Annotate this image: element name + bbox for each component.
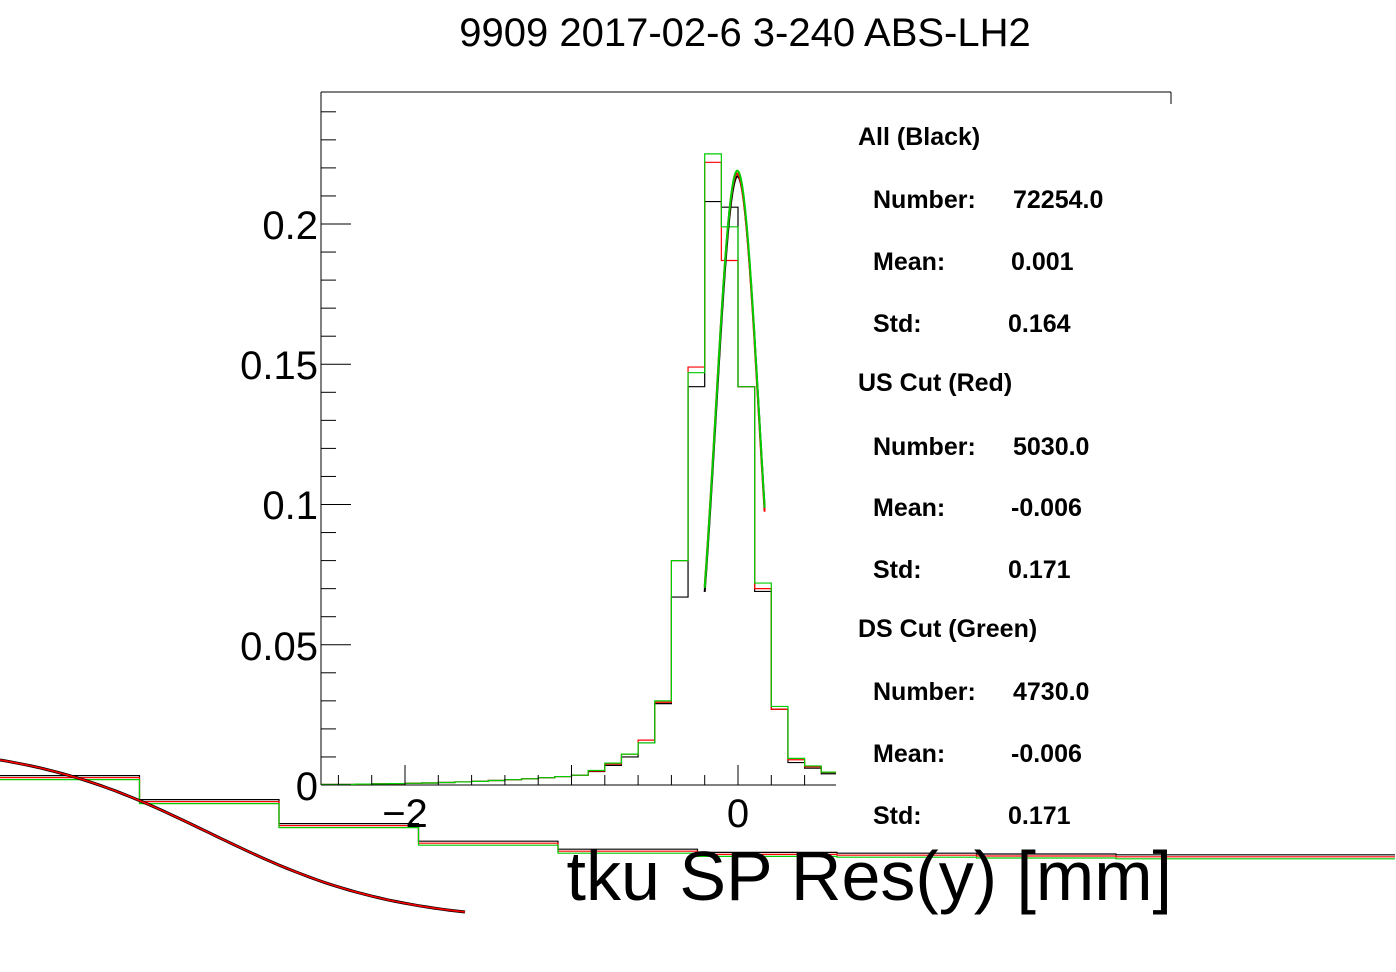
stats-us-mean-label: Mean: xyxy=(873,494,945,522)
histogram-layer xyxy=(321,153,836,786)
stats-all-number-label: Number: xyxy=(873,186,976,214)
stats-ds-mean-value: -0.006 xyxy=(1011,740,1082,768)
stats-us-header: US Cut (Red) xyxy=(858,369,1012,397)
y-tick-label-0: 0 xyxy=(296,765,318,809)
stats-all-mean-label: Mean: xyxy=(873,248,945,276)
stats-all-std-label: Std: xyxy=(873,310,922,338)
x-tick-label-minus-2: −2 xyxy=(382,792,428,836)
histogram-all xyxy=(321,200,836,786)
y-tick-label-0.1: 0.1 xyxy=(262,484,318,528)
stats-us-std-value: 0.171 xyxy=(1008,556,1071,584)
stats-ds-number-label: Number: xyxy=(873,678,976,706)
stats-all-header: All (Black) xyxy=(858,123,980,151)
y-tick-label-0.15: 0.15 xyxy=(240,344,318,388)
y-tick-label-0.2: 0.2 xyxy=(262,204,318,248)
stats-ds-mean-label: Mean: xyxy=(873,740,945,768)
stats-ds-std-label: Std: xyxy=(873,802,922,830)
stats-us-std-label: Std: xyxy=(873,556,922,584)
axis-ticks xyxy=(321,111,806,786)
histogram-us-cut xyxy=(321,161,836,786)
ghost-histogram-step xyxy=(0,777,1395,858)
y-tick-label-0.05: 0.05 xyxy=(240,625,318,669)
ghost-fit-curve xyxy=(0,758,466,914)
fit-curve-us-cut xyxy=(703,172,766,587)
ghost-histogram-step xyxy=(0,779,1395,860)
histogram-ds-cut xyxy=(321,153,836,786)
stats-all-std-value: 0.164 xyxy=(1008,310,1071,338)
stats-us-mean-value: -0.006 xyxy=(1011,494,1082,522)
stats-box: All (Black) Number: 72254.0 Mean: 0.001 … xyxy=(858,123,1103,830)
ghost-histogram-step xyxy=(0,775,1395,856)
x-tick-label-0: 0 xyxy=(727,792,749,836)
plot-frame xyxy=(320,91,1172,786)
stats-ds-header: DS Cut (Green) xyxy=(858,615,1037,643)
ghost-fit-curve xyxy=(0,759,466,913)
stats-us-number-label: Number: xyxy=(873,433,976,461)
stats-ds-number-value: 4730.0 xyxy=(1013,678,1089,706)
ghost-overlay-layer xyxy=(0,758,1395,914)
stats-us-number-value: 5030.0 xyxy=(1013,433,1089,461)
fit-curve-layer xyxy=(703,169,766,592)
stats-all-number-value: 72254.0 xyxy=(1013,186,1103,214)
x-axis-label: tku SP Res(y) [mm] xyxy=(567,837,1172,915)
fit-curve-all xyxy=(703,175,766,592)
fit-curve-ds-cut xyxy=(703,169,766,588)
stats-ds-std-value: 0.171 xyxy=(1008,802,1071,830)
chart-title: 9909 2017-02-6 3-240 ABS-LH2 xyxy=(459,11,1031,55)
stats-all-mean-value: 0.001 xyxy=(1011,248,1074,276)
